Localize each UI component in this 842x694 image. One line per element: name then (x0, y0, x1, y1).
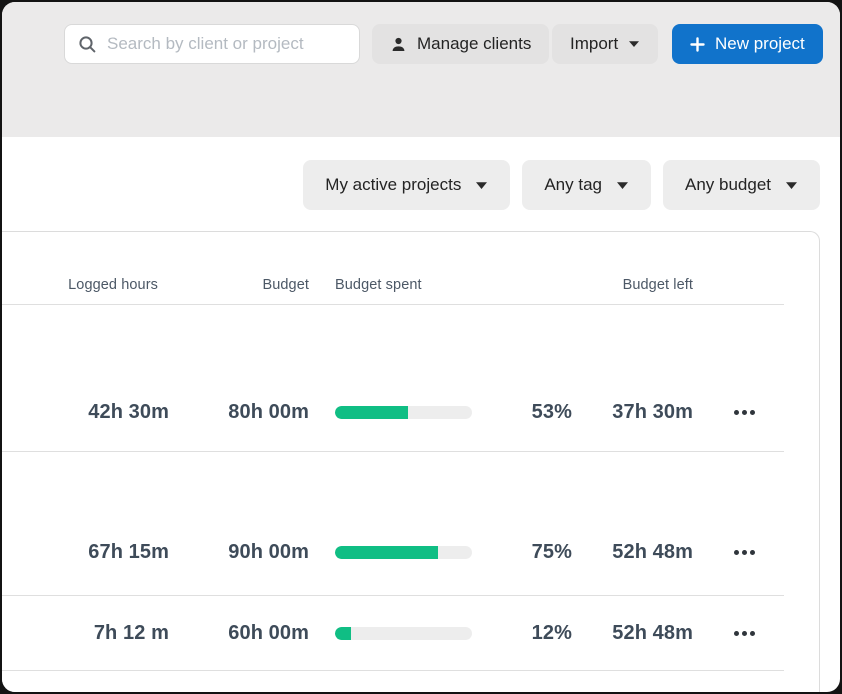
import-button[interactable]: Import (552, 24, 659, 64)
ellipsis-icon (742, 631, 747, 636)
budget-spent-percent: 12% (531, 622, 572, 644)
project-row[interactable]: 7h 12 m 60h 00m 12% 52h 48m (2, 596, 819, 671)
ellipsis-icon (742, 409, 747, 415)
table-header-row: Logged hours Budget Budget spent Budget … (2, 232, 819, 305)
column-header-budget-spent: Budget spent (335, 277, 422, 293)
chevron-down-icon (628, 40, 640, 48)
filter-any-tag-label: Any tag (544, 175, 602, 194)
ellipsis-icon (742, 549, 747, 555)
import-label: Import (570, 34, 619, 53)
budget-spent-progressbar (335, 405, 472, 419)
new-project-label: New project (715, 34, 805, 53)
logged-hours-value: 42h 30m (88, 400, 169, 423)
chevron-down-icon (785, 181, 798, 190)
project-row[interactable]: 67h 15m 90h 00m 75% 52h 48m (2, 452, 819, 596)
budget-left-value: 37h 30m (612, 400, 693, 423)
budget-spent-percent: 75% (531, 540, 572, 563)
project-row[interactable]: 42h 30m 80h 00m 53% 37h 30m (2, 305, 819, 452)
ellipsis-icon (750, 631, 755, 636)
search-input[interactable] (107, 34, 347, 54)
logged-hours-value: 7h 12 m (93, 622, 169, 644)
person-icon (390, 36, 407, 53)
top-action-bar: Manage clients Import New project (2, 2, 840, 137)
ellipsis-icon (734, 409, 739, 415)
chevron-down-icon (616, 181, 629, 190)
filter-bar: My active projects Any tag Any budget (2, 137, 840, 231)
search-box[interactable] (64, 24, 360, 64)
budget-spent-progressbar (335, 627, 472, 640)
budget-value: 90h 00m (228, 540, 309, 563)
chevron-down-icon (475, 181, 488, 190)
ellipsis-icon (734, 549, 739, 555)
budget-spent-progress-fill (335, 627, 352, 640)
ellipsis-icon (750, 409, 755, 415)
row-actions-button[interactable] (730, 404, 759, 421)
budget-left-value: 52h 48m (612, 540, 693, 563)
column-header-budget: Budget (262, 277, 309, 293)
projects-table-card: Logged hours Budget Budget spent Budget … (2, 231, 820, 692)
budget-spent-progressbar (335, 545, 472, 559)
manage-clients-button[interactable]: Manage clients (372, 24, 550, 64)
budget-value: 80h 00m (228, 400, 309, 423)
filter-any-budget[interactable]: Any budget (662, 160, 820, 210)
filter-any-budget-label: Any budget (684, 175, 771, 194)
ellipsis-icon (734, 631, 739, 636)
budget-spent-percent: 53% (531, 400, 572, 423)
budget-left-value: 52h 48m (612, 622, 693, 644)
logged-hours-value: 67h 15m (88, 540, 169, 563)
plus-icon (690, 36, 705, 52)
search-icon (77, 34, 97, 54)
new-project-button[interactable]: New project (672, 24, 823, 64)
column-header-budget-left: Budget left (622, 277, 693, 293)
row-actions-button[interactable] (730, 544, 759, 561)
filter-active-projects-label: My active projects (325, 175, 462, 194)
budget-value: 60h 00m (228, 622, 309, 644)
filter-group: My active projects Any tag Any budget (303, 160, 820, 210)
filter-any-tag[interactable]: Any tag (522, 160, 651, 210)
row-actions-button[interactable] (730, 625, 759, 642)
ellipsis-icon (750, 549, 755, 555)
filter-active-projects[interactable]: My active projects (303, 160, 511, 210)
budget-spent-progress-fill (335, 545, 438, 559)
column-header-logged-hours: Logged hours (68, 277, 158, 293)
manage-clients-label: Manage clients (417, 34, 532, 53)
budget-spent-progress-fill (335, 405, 408, 419)
